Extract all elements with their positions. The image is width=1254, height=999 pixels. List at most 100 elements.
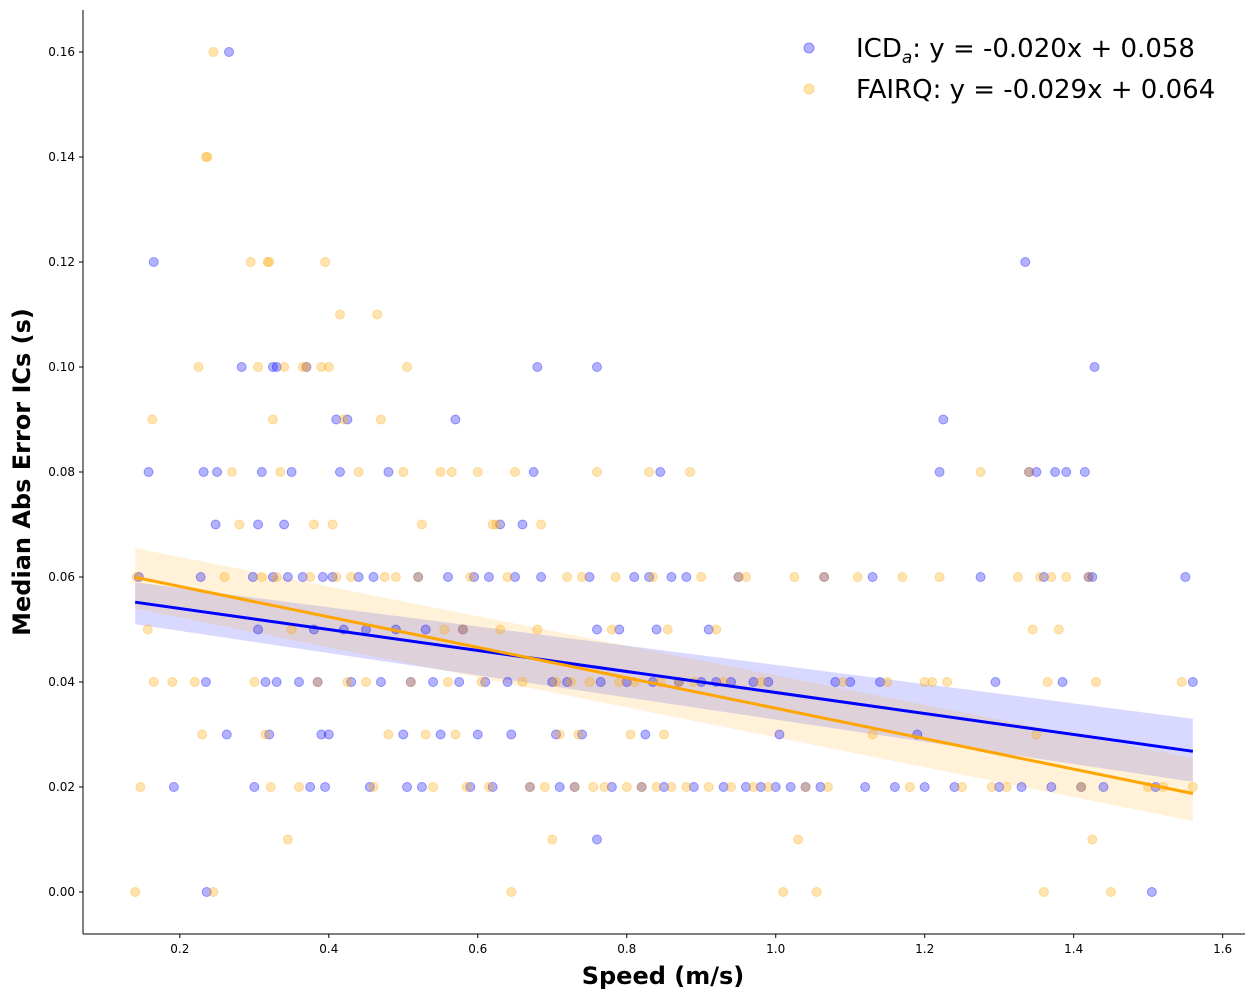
point-fairq [956, 782, 967, 792]
point-fairq [1187, 782, 1198, 792]
point-fairq [740, 572, 751, 582]
point-icda [260, 677, 271, 687]
point-fairq [599, 782, 610, 792]
point-fairq [130, 887, 141, 897]
point-icda [435, 729, 446, 740]
point-fairq [135, 782, 146, 792]
point-fairq [286, 624, 297, 635]
point-fairq [495, 624, 506, 635]
point-fairq [275, 467, 286, 477]
point-icda [483, 572, 494, 582]
point-fairq [226, 467, 237, 477]
point-fairq [435, 467, 446, 477]
legend-label-fairq-equation: : y = -0.029x + 0.064 [933, 75, 1216, 105]
point-fairq [271, 572, 282, 582]
point-fairq [379, 572, 390, 582]
point-icda [221, 729, 232, 740]
point-icda [1079, 467, 1090, 477]
legend-label-icda-equation: : y = -0.020x + 0.058 [912, 34, 1195, 64]
point-icda [748, 677, 759, 687]
point-icda [577, 729, 588, 740]
y-tick-label: 0.02 [48, 780, 75, 794]
point-icda [264, 729, 275, 740]
point-fairq [202, 152, 213, 162]
point-icda [703, 624, 714, 635]
point-icda [353, 572, 364, 582]
point-icda [267, 572, 278, 582]
point-fairq [733, 572, 744, 582]
legend: ICDa: y = -0.020x + 0.058 FAIRQ: y = -0.… [803, 34, 1216, 105]
y-tick-label: 0.14 [48, 150, 75, 164]
point-icda [830, 677, 841, 687]
point-fairq [711, 624, 722, 635]
point-fairq [264, 257, 275, 267]
point-icda [256, 467, 267, 477]
point-fairq [1176, 677, 1187, 687]
point-fairq [439, 624, 450, 635]
point-fairq [483, 782, 494, 792]
point-fairq [1091, 677, 1102, 687]
point-fairq [867, 729, 878, 740]
point-icda [636, 782, 647, 792]
point-fairq [193, 362, 204, 372]
point-fairq [368, 782, 379, 792]
point-fairq [1001, 782, 1012, 792]
x-tick-label: 1.2 [915, 942, 934, 956]
point-fairq [927, 677, 938, 687]
point-icda [398, 729, 409, 740]
point-fairq [316, 362, 327, 372]
legend-marker-icda [803, 42, 815, 54]
point-fairq [167, 677, 178, 687]
point-icda [316, 729, 327, 740]
point-icda [413, 572, 424, 582]
point-icda [305, 782, 316, 792]
point-icda [606, 782, 617, 792]
point-fairq [524, 782, 535, 792]
y-tick-label: 0.04 [48, 675, 75, 689]
point-icda [554, 782, 565, 792]
point-icda [733, 572, 744, 582]
x-tick-label: 0.8 [617, 942, 636, 956]
point-icda [271, 677, 282, 687]
point-fairq [219, 572, 230, 582]
point-fairq [584, 677, 595, 687]
point-fairq [465, 572, 476, 582]
point-icda [919, 782, 930, 792]
point-fairq [547, 834, 558, 845]
point-icda [659, 782, 669, 792]
point-icda [528, 467, 539, 477]
point-fairq [390, 572, 401, 582]
point-fairq [334, 309, 345, 320]
point-fairq [208, 47, 219, 57]
point-icda [1046, 782, 1057, 792]
point-fairq [897, 572, 908, 582]
point-icda [681, 572, 692, 582]
point-icda [595, 677, 606, 687]
point-icda [334, 467, 345, 477]
point-icda [938, 414, 949, 425]
point-fairq [517, 677, 528, 687]
point-icda [1087, 572, 1098, 582]
point-fairq [416, 519, 427, 530]
legend-label-fairq-base: FAIRQ [856, 75, 933, 105]
point-fairq [457, 624, 468, 635]
point-icda [770, 782, 781, 792]
point-fairq [726, 782, 737, 792]
point-icda [584, 572, 595, 582]
point-fairq [327, 519, 338, 530]
point-fairq [446, 467, 457, 477]
fit-line-fairq [134, 575, 1194, 795]
point-fairq [789, 572, 800, 582]
point-fairq [550, 677, 561, 687]
point-icda [774, 729, 785, 740]
point-fairq [614, 677, 625, 687]
y-tick-label: 0.12 [48, 255, 75, 269]
point-fairq [476, 677, 487, 687]
point-icda [718, 782, 729, 792]
point-icda [1050, 467, 1061, 477]
point-icda [416, 782, 427, 792]
point-icda [1187, 677, 1198, 687]
point-fairq [442, 677, 453, 687]
point-fairq [748, 782, 759, 792]
point-icda [1016, 782, 1027, 792]
